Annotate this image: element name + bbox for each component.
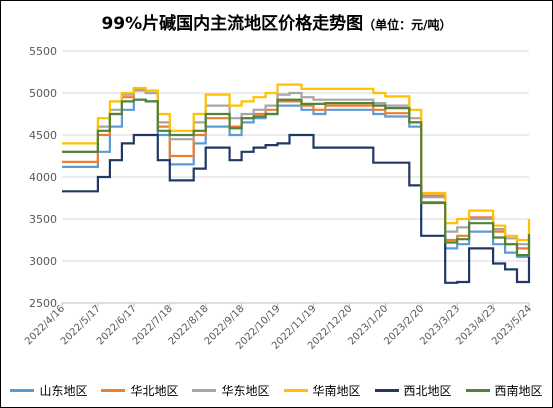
legend-item: 西南地区 bbox=[465, 382, 543, 399]
legend-label: 山东地区 bbox=[39, 384, 88, 398]
chart-unit-text: （单位：元/吨） bbox=[363, 18, 452, 32]
legend-swatch bbox=[101, 389, 126, 392]
y-tick-label: 2500 bbox=[29, 297, 57, 310]
legend-swatch bbox=[10, 389, 35, 392]
y-tick-label: 5000 bbox=[29, 87, 57, 100]
y-tick-label: 3000 bbox=[29, 255, 57, 268]
y-tick-label: 3500 bbox=[29, 213, 57, 226]
series-line-1 bbox=[62, 87, 531, 250]
series-line-3 bbox=[62, 83, 531, 242]
legend-swatch bbox=[465, 389, 490, 392]
legend-label: 西南地区 bbox=[494, 384, 543, 398]
series-line-0 bbox=[62, 98, 531, 258]
legend-label: 华东地区 bbox=[221, 384, 270, 398]
chart-title-text: 99%片碱国内主流地区价格走势图 bbox=[101, 14, 364, 34]
legend-item: 山东地区 bbox=[10, 382, 87, 399]
legend-label: 华北地区 bbox=[130, 384, 179, 398]
series-line-2 bbox=[62, 89, 531, 246]
legend: 山东地区 华北地区 华东地区 华南地区 西北地区 西南地区 bbox=[1, 382, 552, 399]
legend-item: 华东地区 bbox=[192, 382, 270, 399]
legend-item: 华南地区 bbox=[283, 382, 361, 399]
chart-title: 99%片碱国内主流地区价格走势图（单位：元/吨） bbox=[1, 9, 552, 34]
legend-item: 西北地区 bbox=[374, 382, 452, 399]
legend-swatch bbox=[283, 389, 308, 392]
plot-area: 25003000350040004500500055002022/4/16202… bbox=[23, 45, 534, 352]
legend-label: 华南地区 bbox=[312, 384, 361, 398]
legend-label: 西北地区 bbox=[403, 384, 452, 398]
series-line-4 bbox=[62, 133, 531, 284]
legend-item: 华北地区 bbox=[101, 382, 178, 399]
y-tick-label: 4000 bbox=[29, 171, 57, 184]
legend-swatch bbox=[374, 389, 399, 392]
series-line-5 bbox=[62, 98, 531, 257]
y-tick-label: 5500 bbox=[29, 45, 57, 58]
y-tick-label: 4500 bbox=[29, 129, 57, 142]
legend-swatch bbox=[192, 389, 217, 392]
